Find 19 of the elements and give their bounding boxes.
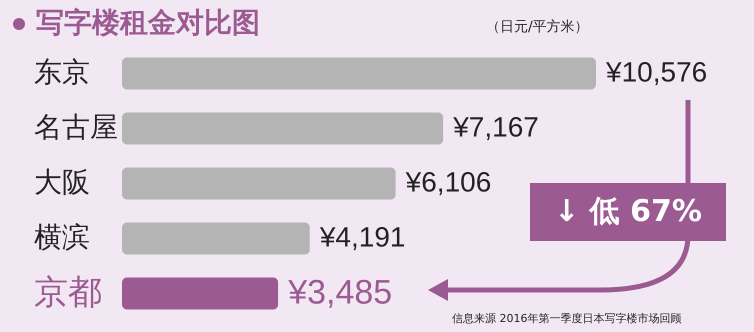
y-tick-label: 大阪	[34, 166, 90, 198]
chart-title: 写字楼租金对比图	[36, 5, 260, 41]
y-tick-label: 京都	[34, 272, 102, 312]
bar	[122, 58, 596, 90]
bar	[122, 222, 310, 254]
bar	[122, 278, 278, 310]
annotation: ↓ 低 67%	[530, 183, 726, 241]
data-label: ¥4,191	[318, 222, 406, 252]
data-label: ¥10,576	[605, 56, 708, 88]
bar	[122, 112, 444, 144]
y-tick-label: 东京	[34, 56, 90, 88]
data-label: ¥3,485	[287, 274, 392, 312]
data-label: ¥6,106	[404, 166, 492, 198]
bar	[122, 168, 396, 200]
y-tick-label: 横滨	[34, 220, 90, 254]
data-label: ¥7,167	[452, 112, 539, 142]
annotation: 信息来源 2016年第一季度日本写字楼市场回顾	[452, 311, 682, 326]
chart-subtitle: （日元/平方米）	[486, 18, 589, 36]
y-tick-label: 名古屋	[34, 110, 118, 144]
